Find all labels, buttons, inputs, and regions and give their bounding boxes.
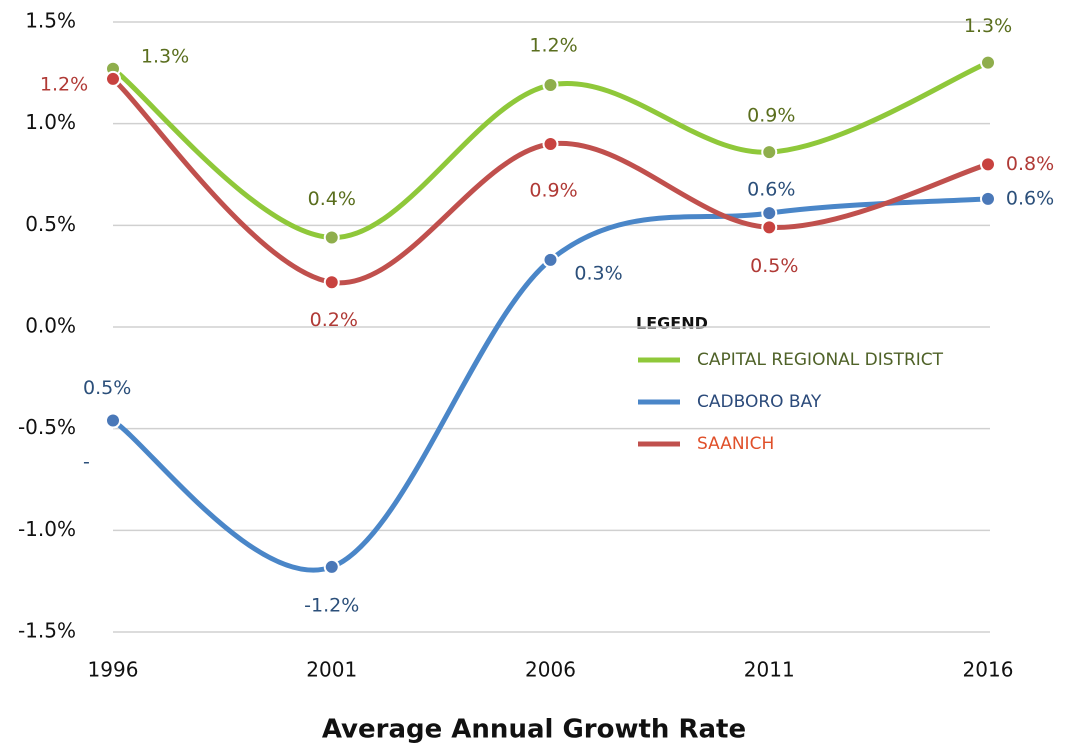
x-tick-label: 2006	[525, 658, 576, 682]
legend-label: SAANICH	[697, 434, 774, 454]
point-marker	[761, 205, 778, 222]
x-tick-label: 2016	[963, 658, 1014, 682]
value-label: 1.2%	[40, 73, 88, 95]
y-tick-label: -1.5%	[18, 619, 76, 643]
y-tick-label: 1.5%	[25, 9, 76, 33]
value-label: 1.3%	[964, 15, 1012, 37]
value-label: 0.6%	[1006, 187, 1054, 209]
value-label: 0.9%	[529, 180, 577, 202]
value-label: 0.4%	[308, 188, 356, 210]
value-label: 1.2%	[529, 35, 577, 57]
value-labels: 1.3% 0.4% 1.2% 0.9% 1.3% -1.2% 0.3% 0.6% 0.6% 1.2…	[40, 15, 1054, 616]
value-label: 0.6%	[747, 179, 795, 201]
value-label: 0.3%	[574, 262, 622, 284]
point-marker	[980, 156, 996, 173]
point-marker	[105, 70, 121, 87]
chart-title: Average Annual Growth Rate	[322, 715, 746, 745]
x-tick-label: 2001	[306, 658, 357, 682]
point-marker	[980, 54, 996, 71]
legend-label: CAPITAL REGIONAL DISTRICT	[697, 350, 944, 370]
value-label: 0.2%	[310, 309, 358, 331]
x-tick-label: 2011	[744, 658, 795, 682]
value-label: 0.5%	[750, 255, 798, 277]
legend-title: LEGEND	[636, 314, 708, 333]
y-tick-label: -1.0%	[18, 517, 76, 541]
point-marker	[761, 144, 778, 161]
series-line	[110, 196, 991, 573]
value-label: 0.8%	[1006, 153, 1054, 175]
point-marker	[542, 77, 559, 94]
x-tick-label: 1996	[88, 658, 139, 682]
legend-label: CADBORO BAY	[697, 392, 822, 412]
y-tick-label: 0.5%	[25, 212, 76, 236]
value-label: -1.2%	[304, 594, 359, 616]
point-marker	[980, 190, 996, 207]
y-tick-label: 0.0%	[25, 314, 76, 338]
point-marker	[542, 251, 559, 268]
y-tick-label: 1.0%	[25, 110, 76, 134]
value-label: 1.3%	[141, 45, 189, 67]
value-label: 0.5% -	[83, 376, 132, 473]
grid	[113, 21, 990, 633]
point-marker	[323, 229, 340, 246]
markers	[105, 54, 996, 575]
value-label: 0.9%	[747, 105, 795, 127]
y-tick-label: -0.5%	[18, 415, 76, 439]
point-marker	[105, 412, 121, 429]
point-marker	[323, 274, 340, 291]
point-marker	[542, 136, 559, 152]
point-marker	[761, 219, 778, 236]
point-marker	[323, 558, 340, 575]
